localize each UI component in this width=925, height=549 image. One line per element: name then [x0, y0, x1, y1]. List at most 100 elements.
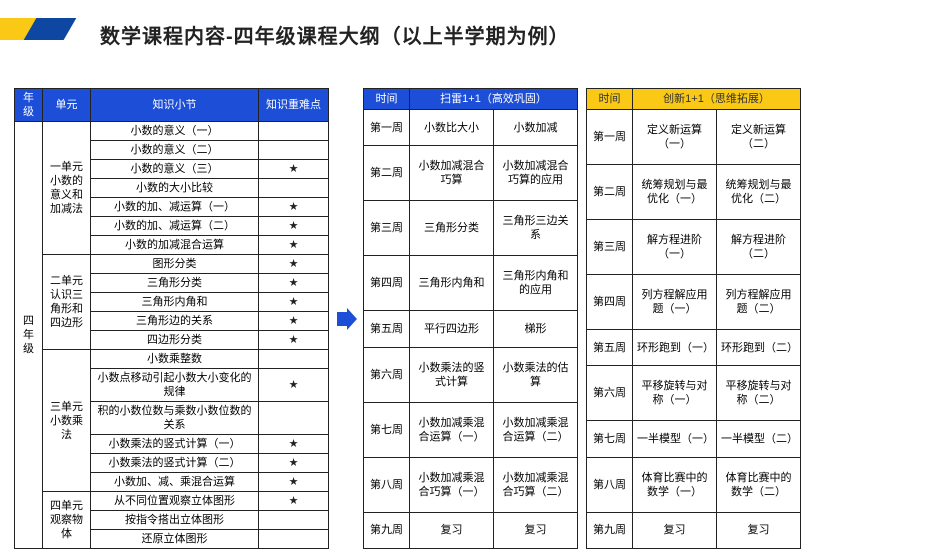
th-topic: 知识小节: [91, 89, 259, 122]
week-cell: 第九周: [364, 512, 410, 548]
content-cell: 定义新运算（二）: [717, 110, 801, 165]
content-cell: 列方程解应用题（二）: [717, 275, 801, 330]
week-cell: 第五周: [364, 311, 410, 347]
content-cell: 小数加减乘混合运算（二）: [494, 402, 578, 457]
week-cell: 第六周: [364, 347, 410, 402]
keypoint-cell: [259, 402, 329, 435]
content-cell: 小数加减: [494, 110, 578, 146]
week-cell: 第四周: [587, 275, 633, 330]
keypoint-cell: [259, 122, 329, 141]
keypoint-cell: ★: [259, 492, 329, 511]
content-cell: 环形跑到（一）: [633, 330, 717, 366]
topic-cell: 从不同位置观察立体图形: [91, 492, 259, 511]
keypoint-cell: ★: [259, 435, 329, 454]
topic-cell: 小数点移动引起小数大小变化的规律: [91, 369, 259, 402]
topic-cell: 小数的加、减运算（二）: [91, 217, 259, 236]
keypoint-cell: ★: [259, 312, 329, 331]
topic-cell: 小数的意义（二）: [91, 141, 259, 160]
topic-cell: 小数乘整数: [91, 350, 259, 369]
th-week-3: 时间: [587, 89, 633, 110]
week-cell: 第五周: [587, 330, 633, 366]
keypoint-cell: ★: [259, 293, 329, 312]
th-col-3: 创新1+1（思维拓展）: [633, 89, 801, 110]
arrow-icon: [335, 308, 357, 330]
page-title: 数学课程内容-四年级课程大纲（以上半学期为例）: [100, 20, 570, 49]
consolidation-table: 时间 扫雷1+1（高效巩固） 第一周小数比大小小数加减第二周小数加减混合巧算小数…: [363, 88, 578, 549]
topic-cell: 小数的加、减运算（一）: [91, 198, 259, 217]
content-cell: 体育比赛中的数学（二）: [717, 457, 801, 512]
week-cell: 第三周: [587, 220, 633, 275]
week-cell: 第三周: [364, 201, 410, 256]
topic-cell: 小数的加减混合运算: [91, 236, 259, 255]
topic-cell: 积的小数位数与乘数小数位数的关系: [91, 402, 259, 435]
topic-cell: 按指令搭出立体图形: [91, 511, 259, 530]
keypoint-cell: ★: [259, 198, 329, 217]
week-cell: 第六周: [587, 366, 633, 421]
keypoint-cell: ★: [259, 369, 329, 402]
keypoint-cell: ★: [259, 331, 329, 350]
content-cell: 小数加减混合巧算的应用: [494, 146, 578, 201]
week-cell: 第二周: [587, 165, 633, 220]
content-cell: 三角形内角和的应用: [494, 256, 578, 311]
content-cell: 复习: [633, 512, 717, 548]
content-cell: 梯形: [494, 311, 578, 347]
keypoint-cell: [259, 350, 329, 369]
topic-cell: 三角形分类: [91, 274, 259, 293]
innovation-table: 时间 创新1+1（思维拓展） 第一周定义新运算（一）定义新运算（二）第二周统筹规…: [586, 88, 801, 549]
content-cell: 小数加减乘混合运算（一）: [410, 402, 494, 457]
keypoint-cell: ★: [259, 217, 329, 236]
week-cell: 第四周: [364, 256, 410, 311]
syllabus-table: 年级 单元 知识小节 知识重难点 四年级一单元小数的意义和加减法小数的意义（一）…: [14, 88, 329, 549]
keypoint-cell: [259, 179, 329, 198]
keypoint-cell: ★: [259, 236, 329, 255]
th-grade: 年级: [15, 89, 43, 122]
tables-wrapper: 年级 单元 知识小节 知识重难点 四年级一单元小数的意义和加减法小数的意义（一）…: [14, 88, 911, 549]
content-cell: 平移旋转与对称（一）: [633, 366, 717, 421]
content-cell: 一半模型（一）: [633, 421, 717, 457]
keypoint-cell: [259, 530, 329, 549]
topic-cell: 小数的意义（一）: [91, 122, 259, 141]
keypoint-cell: ★: [259, 473, 329, 492]
content-cell: 小数乘法的估算: [494, 347, 578, 402]
content-cell: 三角形内角和: [410, 256, 494, 311]
keypoint-cell: [259, 511, 329, 530]
week-cell: 第二周: [364, 146, 410, 201]
week-cell: 第一周: [587, 110, 633, 165]
content-cell: 小数加减乘混合巧算（一）: [410, 457, 494, 512]
title-accent: [0, 18, 66, 40]
content-cell: 定义新运算（一）: [633, 110, 717, 165]
content-cell: 三角形三边关系: [494, 201, 578, 256]
content-cell: 解方程进阶（二）: [717, 220, 801, 275]
week-cell: 第一周: [364, 110, 410, 146]
content-cell: 小数比大小: [410, 110, 494, 146]
th-unit: 单元: [43, 89, 91, 122]
topic-cell: 四边形分类: [91, 331, 259, 350]
content-cell: 统筹规划与最优化（一）: [633, 165, 717, 220]
topic-cell: 三角形内角和: [91, 293, 259, 312]
content-cell: 平行四边形: [410, 311, 494, 347]
content-cell: 复习: [717, 512, 801, 548]
topic-cell: 小数乘法的竖式计算（一）: [91, 435, 259, 454]
topic-cell: 小数加、减、乘混合运算: [91, 473, 259, 492]
content-cell: 解方程进阶（一）: [633, 220, 717, 275]
week-cell: 第八周: [364, 457, 410, 512]
topic-cell: 三角形边的关系: [91, 312, 259, 331]
unit-cell: 二单元认识三角形和四边形: [43, 255, 91, 350]
content-cell: 平移旋转与对称（二）: [717, 366, 801, 421]
th-week-2: 时间: [364, 89, 410, 110]
topic-cell: 小数的大小比较: [91, 179, 259, 198]
content-cell: 小数加减混合巧算: [410, 146, 494, 201]
topic-cell: 还原立体图形: [91, 530, 259, 549]
th-kd: 知识重难点: [259, 89, 329, 122]
content-cell: 小数加减乘混合巧算（二）: [494, 457, 578, 512]
th-col-2: 扫雷1+1（高效巩固）: [410, 89, 578, 110]
unit-cell: 三单元小数乘法: [43, 350, 91, 492]
keypoint-cell: ★: [259, 274, 329, 293]
week-cell: 第七周: [364, 402, 410, 457]
keypoint-cell: ★: [259, 454, 329, 473]
unit-cell: 四单元观察物体: [43, 492, 91, 549]
content-cell: 统筹规划与最优化（二）: [717, 165, 801, 220]
week-cell: 第七周: [587, 421, 633, 457]
content-cell: 列方程解应用题（一）: [633, 275, 717, 330]
topic-cell: 图形分类: [91, 255, 259, 274]
